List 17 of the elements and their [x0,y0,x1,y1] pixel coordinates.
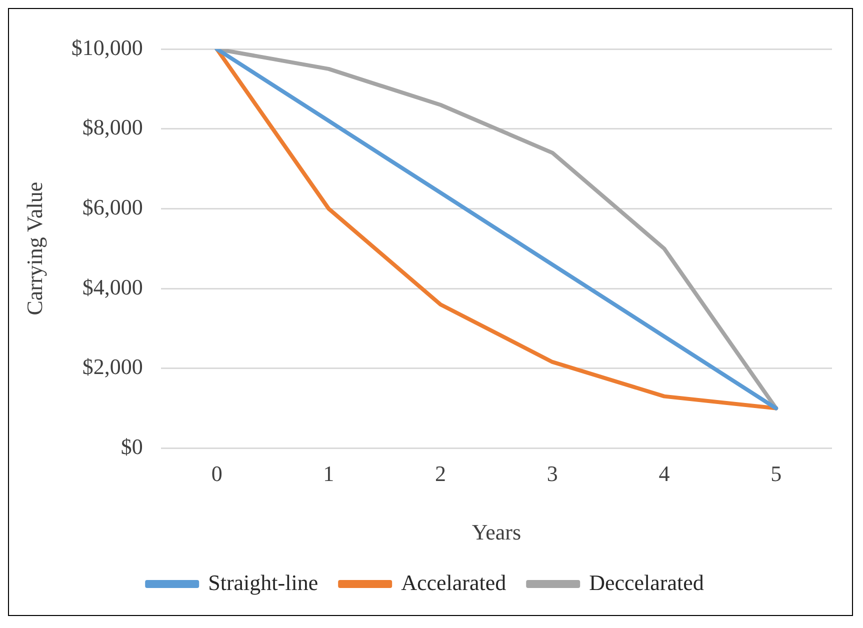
x-tick-label: 4 [658,461,670,486]
y-axis-title: Carrying Value [22,182,47,316]
x-tick-label: 5 [770,461,782,486]
y-tick-label: $0 [120,434,143,459]
legend-label: Deccelarated [589,570,704,595]
x-tick-label: 0 [211,461,222,486]
y-tick-label: $8,000 [82,114,143,140]
y-tick-label: $10,000 [71,34,143,60]
y-tick-label: $2,000 [82,354,143,380]
x-tick-label: 2 [435,461,446,486]
legend-label: Straight-line [208,570,318,595]
y-tick-label: $4,000 [82,274,143,300]
x-axis-title: Years [472,520,522,545]
legend-label: Accelarated [401,570,506,595]
y-tick-label: $6,000 [82,194,143,220]
x-tick-label: 1 [323,461,334,486]
x-tick-label: 3 [546,461,558,486]
